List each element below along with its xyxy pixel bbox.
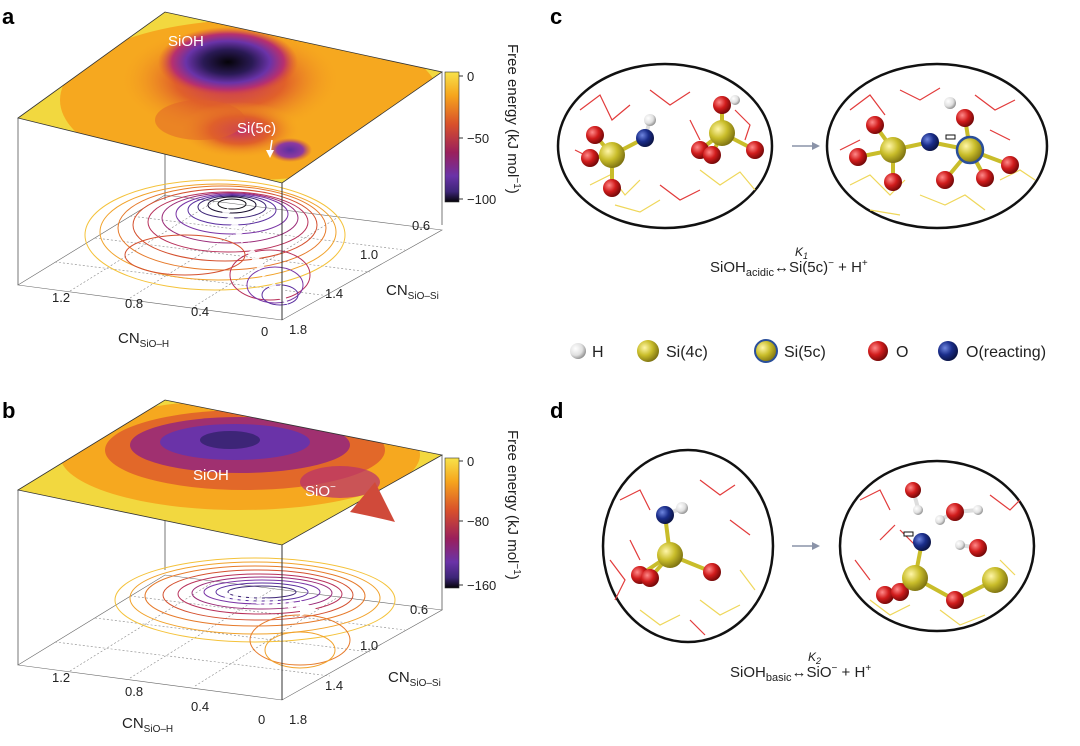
panel-c-snapshots: K1 SiOHacidic↔Si(5c)− + H+ xyxy=(556,62,1049,279)
x-axis-label-b: CNSiO–H xyxy=(122,715,173,735)
colorbar-tick: 0 xyxy=(467,454,474,469)
y-axis-label-b: CNSiO–Si xyxy=(388,669,441,689)
atom-legend: H Si(4c) Si(5c) O O(reacting) xyxy=(570,339,1046,363)
heatmap-border xyxy=(17,11,443,184)
colorbar-a xyxy=(444,71,460,203)
k2-label: K2 xyxy=(808,650,821,666)
snapshot-c-left xyxy=(556,62,774,230)
x-tick: 0.4 xyxy=(191,304,209,319)
heatmap-surface xyxy=(18,400,442,545)
y-tick: 1.0 xyxy=(360,638,378,653)
x-tick: 0.8 xyxy=(125,684,143,699)
x-tick: 0.4 xyxy=(191,699,209,714)
x-tick: 0 xyxy=(261,324,268,339)
y-axis-label-a: CNSiO–Si xyxy=(386,282,439,302)
y-tick: 0.6 xyxy=(410,602,428,617)
equation-c-text: SiOHacidic↔Si(5c)− + H+ xyxy=(710,258,868,279)
k1-label: K1 xyxy=(795,245,808,261)
colorbar-b xyxy=(444,457,460,589)
colorbar-title-b: Free energy (kJ mol−1) xyxy=(504,430,522,580)
panel-label-d: d xyxy=(550,398,563,423)
y-ticks-b: 0.6 1.0 1.4 1.8 xyxy=(289,602,428,727)
legend-o-label: O xyxy=(896,344,908,361)
legend-si4c-icon xyxy=(637,340,659,362)
x-ticks-b: 1.2 0.8 0.4 0 xyxy=(52,670,265,727)
panel-a-plot: SiOH Si(5c) 1.2 0.8 0.4 0 0.6 1.0 1.4 1.… xyxy=(17,11,522,350)
y-tick: 0.6 xyxy=(412,218,430,233)
heatmap-surface xyxy=(18,12,442,183)
colorbar-tick: −160 xyxy=(467,578,496,593)
y-ticks-a: 0.6 1.0 1.4 1.8 xyxy=(289,218,430,337)
equation-d-text: SiOHbasic↔SiO− + H+ xyxy=(730,663,871,684)
panel-label-c: c xyxy=(550,4,562,29)
panel-label-b: b xyxy=(2,398,15,423)
colorbar-tick: 0 xyxy=(467,69,474,84)
label-sioh-a: SiOH xyxy=(168,33,204,50)
equation-d: K2 SiOHbasic↔SiO− + H+ xyxy=(730,650,871,684)
y-tick: 1.0 xyxy=(360,247,378,262)
label-sio-b: SiO− xyxy=(305,482,336,500)
label-sioh-b: SiOH xyxy=(193,467,229,484)
reaction-path-arrow xyxy=(222,208,288,305)
x-ticks-a: 1.2 0.8 0.4 0 xyxy=(52,290,268,339)
legend-h-label: H xyxy=(592,344,604,361)
legend-si5c-icon xyxy=(754,339,778,363)
floor-contours xyxy=(84,179,346,306)
label-si5c-a: Si(5c) xyxy=(237,120,276,137)
si5c-pointer-head xyxy=(266,150,274,158)
x-axis-label-a: CNSiO–H xyxy=(118,330,169,350)
legend-si5c-label: Si(5c) xyxy=(784,344,826,361)
reaction-path-arrow xyxy=(224,592,318,616)
legend-o-icon xyxy=(868,341,888,361)
equation-c: K1 SiOHacidic↔Si(5c)− + H+ xyxy=(710,245,868,279)
y-tick: 1.8 xyxy=(289,322,307,337)
panel-label-a: a xyxy=(2,4,15,29)
surface-drip xyxy=(350,482,395,522)
x-tick: 0 xyxy=(258,712,265,727)
snapshot-d-right xyxy=(838,459,1036,633)
legend-h-icon xyxy=(570,343,586,359)
panel-b-plot: SiOH SiO− 1.2 0.8 0.4 0 0.6 1.0 1.4 1.8 … xyxy=(16,399,522,735)
snapshot-c-right xyxy=(825,62,1049,230)
y-tick: 1.8 xyxy=(289,712,307,727)
panel-d-snapshots: K2 SiOHbasic↔SiO− + H+ xyxy=(601,448,1036,684)
x-tick: 1.2 xyxy=(52,290,70,305)
floor-contours xyxy=(114,557,396,669)
colorbar-tick: −100 xyxy=(467,192,496,207)
y-tick: 1.4 xyxy=(325,678,343,693)
y-tick: 1.4 xyxy=(325,286,343,301)
snapshot-d-left xyxy=(601,448,775,644)
floor-grid xyxy=(17,194,443,321)
colorbar-tick: −50 xyxy=(467,131,489,146)
colorbar-tick: −80 xyxy=(467,514,489,529)
legend-si4c-label: Si(4c) xyxy=(666,344,708,361)
x-tick: 0.8 xyxy=(125,296,143,311)
colorbar-title-a: Free energy (kJ mol−1) xyxy=(504,44,522,194)
heatmap-border xyxy=(16,399,444,546)
x-tick: 1.2 xyxy=(52,670,70,685)
legend-o-reacting-label: O(reacting) xyxy=(966,344,1046,361)
legend-o-reacting-icon xyxy=(938,341,958,361)
